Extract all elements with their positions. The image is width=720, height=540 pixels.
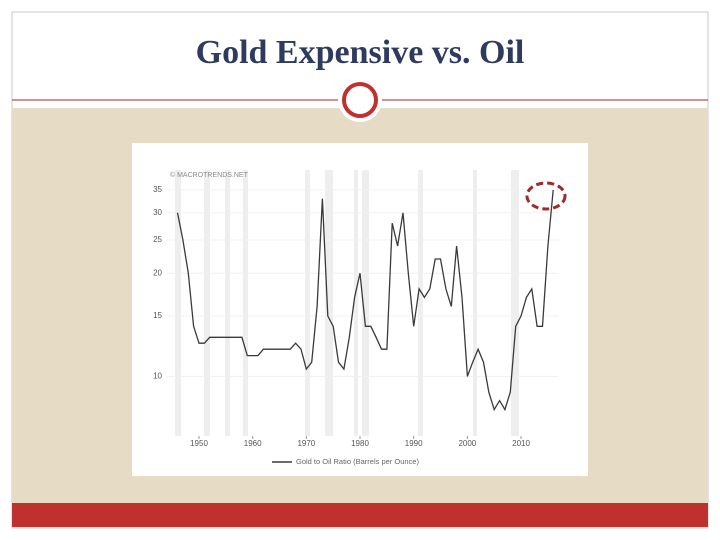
shade-band xyxy=(175,170,181,436)
ornament-ring xyxy=(342,82,378,118)
data-line xyxy=(176,189,554,412)
x-tick-label: 1950 xyxy=(190,439,208,448)
shade-band xyxy=(354,170,358,436)
x-tick-label: 2000 xyxy=(458,439,476,448)
shade-band xyxy=(473,170,477,436)
slide-title: Gold Expensive vs. Oil xyxy=(196,34,525,71)
legend-label: Gold to Oil Ratio (Barrels per Ounce) xyxy=(296,457,419,466)
chart-panel xyxy=(132,143,588,476)
watermark: © MACROTRENDS.NET xyxy=(170,171,249,179)
y-tick-label: 30 xyxy=(153,208,162,217)
x-tick-label: 1990 xyxy=(405,439,423,448)
y-tick-label: 25 xyxy=(153,235,162,244)
shade-band xyxy=(362,170,369,436)
y-tick-label: 20 xyxy=(153,268,162,277)
shade-band xyxy=(204,170,210,436)
shade-band xyxy=(511,170,519,436)
shade-band xyxy=(243,170,248,436)
shade-band xyxy=(225,170,230,436)
y-tick-label: 35 xyxy=(153,185,162,194)
y-tick-label: 15 xyxy=(153,311,162,320)
shade-band xyxy=(305,170,310,436)
x-tick-label: 1970 xyxy=(297,439,315,448)
highlight-circle xyxy=(525,181,567,211)
shade-band xyxy=(325,170,333,436)
footer-bar xyxy=(12,503,708,527)
x-tick-label: 2010 xyxy=(512,439,530,448)
y-tick-label: 10 xyxy=(153,371,162,380)
x-tick-label: 1960 xyxy=(244,439,262,448)
shade-band xyxy=(418,170,423,436)
x-tick-label: 1980 xyxy=(351,439,369,448)
plot xyxy=(175,170,519,436)
